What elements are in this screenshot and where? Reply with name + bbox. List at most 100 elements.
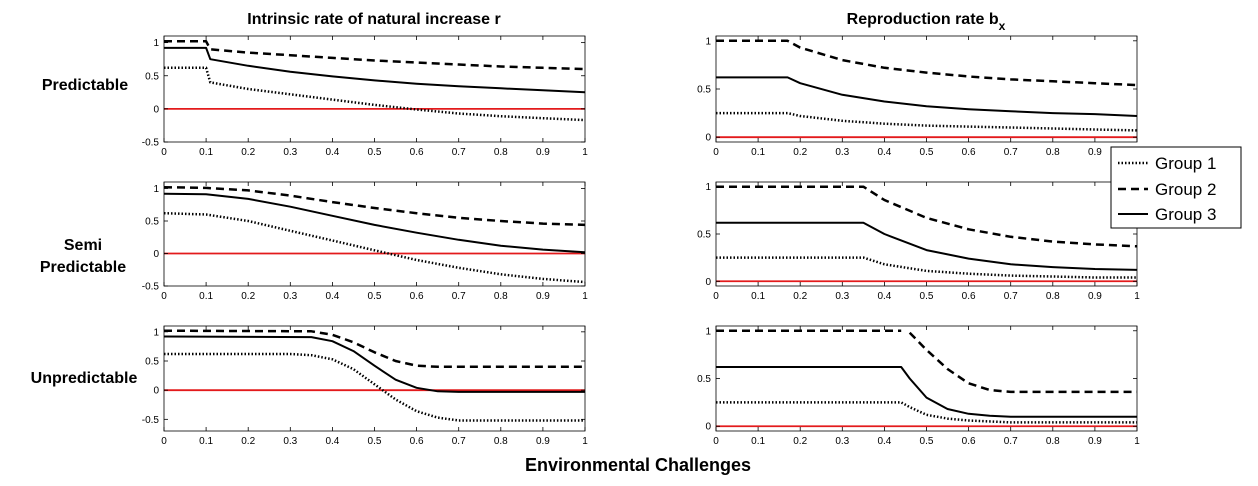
- row-label-semi-line2: Predictable: [40, 259, 126, 276]
- x-tick-label: 0.3: [835, 291, 849, 302]
- x-tick-label: 0.2: [793, 436, 807, 447]
- x-tick-label: 0.2: [241, 436, 255, 447]
- y-tick-label: 1: [705, 36, 711, 47]
- x-tick-label: 0.2: [241, 291, 255, 302]
- series-line-group-3: [164, 335, 585, 393]
- y-tick-label: 1: [153, 184, 159, 195]
- x-tick-label: 0.7: [452, 436, 466, 447]
- x-tick-label: 0.6: [410, 436, 424, 447]
- panel-6: 0 0.1 0.2 0.3 0.4 0.5 0.6 0.7 0.8 0.9 1 0 0.5 1: [697, 325, 1140, 447]
- y-tick-label: 0.5: [145, 71, 159, 82]
- x-tick-label: 0.6: [410, 147, 424, 158]
- y-tick-label: 0: [153, 104, 159, 115]
- x-tick-label: 1: [1134, 291, 1140, 302]
- x-tick-label: 0.5: [920, 147, 934, 158]
- x-tick-label: 0.5: [368, 147, 382, 158]
- series-line-group-2: [716, 329, 1137, 394]
- x-tick-label: 0.9: [1088, 436, 1102, 447]
- x-tick-label: 0.8: [494, 147, 508, 158]
- x-tick-label: 0: [713, 436, 719, 447]
- x-tick-label: 1: [582, 147, 588, 158]
- x-tick-label: 0.5: [920, 291, 934, 302]
- panel-3: 0 0.1 0.2 0.3 0.4 0.5 0.6 0.7 0.8 0.9 1-0.500.51: [142, 181, 588, 302]
- panel-1-plot: [164, 40, 585, 122]
- x-tick-label: 0.6: [962, 291, 976, 302]
- y-tick-label: -0.5: [142, 282, 160, 293]
- x-tick-label: 0.5: [920, 436, 934, 447]
- x-tick-label: 1: [582, 436, 588, 447]
- panel-4-plot: [716, 185, 1137, 283]
- series-line-group-2: [164, 329, 585, 369]
- x-tick-label: 0.2: [793, 147, 807, 158]
- x-tick-label: 0.9: [536, 291, 550, 302]
- series-line-group-2: [164, 185, 585, 227]
- series-line-group-2: [716, 185, 1137, 248]
- x-tick-label: 0.1: [751, 291, 765, 302]
- legend-label-group-2: Group 2: [1155, 180, 1216, 199]
- x-tick-label: 0.9: [536, 147, 550, 158]
- series-line-group-3: [164, 46, 585, 94]
- x-tick-label: 0: [713, 291, 719, 302]
- series-line-group-1: [716, 111, 1137, 132]
- legend-label-group-3: Group 3: [1155, 205, 1216, 224]
- x-tick-label: 0: [161, 147, 167, 158]
- left-column-title: Intrinsic rate of natural increase r: [247, 11, 500, 28]
- x-tick-label: 0.3: [835, 147, 849, 158]
- series-line-group-2: [716, 39, 1137, 87]
- x-tick-label: 0.3: [835, 436, 849, 447]
- y-tick-label: 0.5: [697, 85, 711, 96]
- y-tick-label: 0: [705, 133, 711, 144]
- x-tick-label: 0.1: [751, 436, 765, 447]
- x-tick-label: 0.7: [1004, 436, 1018, 447]
- x-tick-label: 0.4: [877, 291, 891, 302]
- axes-box: [163, 325, 586, 432]
- x-tick-label: 0.3: [283, 436, 297, 447]
- x-tick-label: 0.8: [494, 436, 508, 447]
- x-tick-label: 0.7: [452, 147, 466, 158]
- series-line-group-2: [164, 40, 585, 71]
- panel-6-plot: [716, 329, 1137, 428]
- right-column-title: Reproduction rate bx: [847, 11, 1006, 33]
- panel-1: 0 0.1 0.2 0.3 0.4 0.5 0.6 0.7 0.8 0.9 1-0.500.51: [142, 35, 588, 158]
- series-line-group-3: [716, 76, 1137, 117]
- x-tick-label: 0.4: [325, 436, 339, 447]
- x-tick-label: 0.4: [325, 291, 339, 302]
- axes-box: [715, 181, 1138, 287]
- x-tick-label: 0.3: [283, 291, 297, 302]
- x-tick-label: 0.8: [1046, 147, 1060, 158]
- y-tick-label: 1: [705, 326, 711, 337]
- x-tick-label: 0.8: [1046, 436, 1060, 447]
- x-tick-label: 0.1: [199, 291, 213, 302]
- series-line-group-3: [164, 192, 585, 254]
- series-line-group-1: [164, 352, 585, 422]
- x-tick-label: 0.7: [1004, 291, 1018, 302]
- x-tick-label: 0.4: [325, 147, 339, 158]
- x-tick-label: 0.9: [1088, 291, 1102, 302]
- y-tick-label: 0: [153, 386, 159, 397]
- y-tick-label: 0.5: [145, 357, 159, 368]
- series-line-group-3: [716, 221, 1137, 271]
- x-tick-label: 0.4: [877, 147, 891, 158]
- y-tick-label: 0: [153, 249, 159, 260]
- x-tick-label: 0.6: [962, 147, 976, 158]
- x-tick-label: 0.7: [1004, 147, 1018, 158]
- panel-3-plot: [164, 185, 585, 284]
- x-tick-label: 0.2: [241, 147, 255, 158]
- series-line-group-3: [716, 366, 1137, 418]
- legend-label-group-1: Group 1: [1155, 154, 1216, 173]
- legend: Group 1 Group 2 Group 3: [1110, 146, 1242, 229]
- series-line-group-1: [716, 256, 1137, 279]
- panel-2-plot: [716, 39, 1137, 139]
- x-tick-label: 0: [713, 147, 719, 158]
- x-tick-label: 0.1: [199, 147, 213, 158]
- series-line-group-1: [164, 66, 585, 122]
- panel-5-plot: [164, 329, 585, 422]
- x-tick-label: 0.9: [536, 436, 550, 447]
- panel-4: 0 0.1 0.2 0.3 0.4 0.5 0.6 0.7 0.8 0.9 1 0 0.5 1: [697, 181, 1140, 302]
- y-tick-label: 1: [153, 327, 159, 338]
- y-tick-label: 0: [705, 422, 711, 433]
- x-tick-label: 0: [161, 291, 167, 302]
- x-axis-label: Environmental Challenges: [525, 455, 751, 475]
- series-line-group-1: [716, 401, 1137, 424]
